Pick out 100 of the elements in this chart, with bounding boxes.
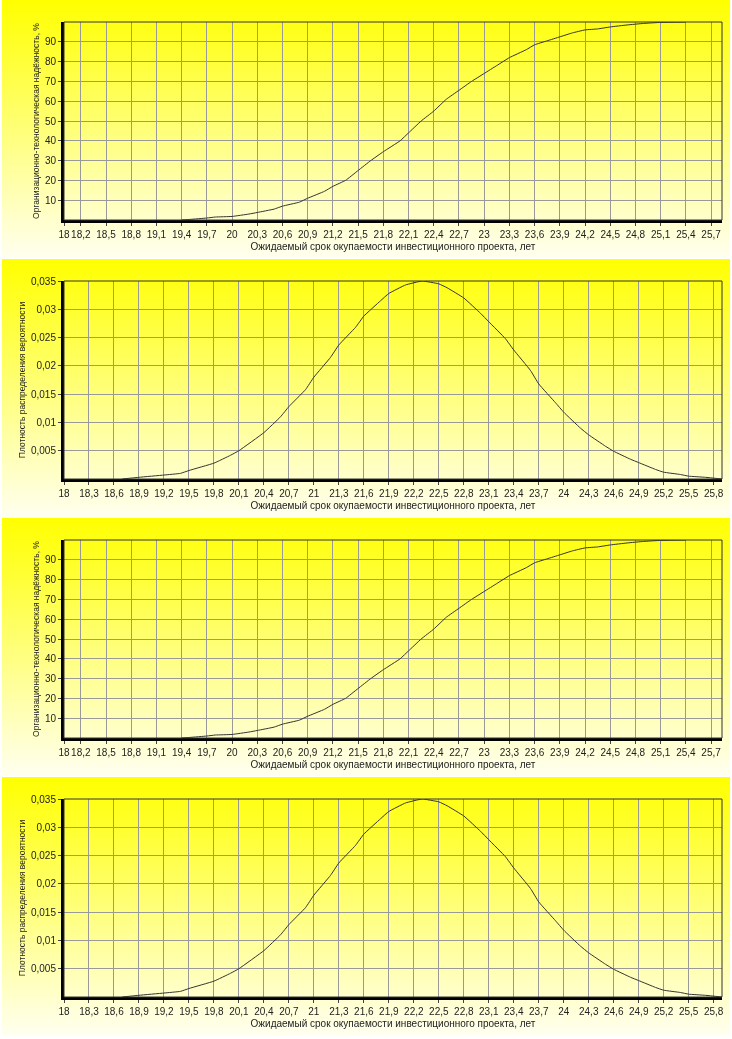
x-tick-label: 19,5 bbox=[179, 488, 200, 499]
y-tick-label: 40 bbox=[44, 135, 57, 147]
x-tick-label: 20,4 bbox=[254, 1006, 275, 1017]
x-tick-label: 19,8 bbox=[204, 488, 225, 499]
x-tick-label: 25,2 bbox=[653, 488, 674, 499]
x-tick-label: 18,3 bbox=[79, 1006, 100, 1017]
x-tick-label: 18 bbox=[58, 747, 70, 758]
x-tick-label: 25,7 bbox=[701, 229, 722, 240]
x-tick-label: 20,7 bbox=[279, 1006, 300, 1017]
y-tick-label: 0,035 bbox=[30, 793, 57, 805]
x-tick-label: 23 bbox=[478, 747, 491, 758]
x-tick-label: 19,7 bbox=[197, 229, 218, 240]
x-tick-label: 23,3 bbox=[499, 229, 520, 240]
y-tick-label: 0,03 bbox=[36, 303, 57, 315]
x-tick-label: 19,2 bbox=[154, 488, 175, 499]
x-tick-label: 19,4 bbox=[171, 747, 192, 758]
y-tick-label: 10 bbox=[44, 194, 57, 206]
x-tick-label: 22,4 bbox=[424, 747, 444, 758]
y-tick-label: 70 bbox=[44, 593, 57, 605]
x-tick-label: 23,3 bbox=[499, 747, 520, 758]
x-tick-label: 22,1 bbox=[398, 229, 419, 240]
y-tick-label: 30 bbox=[44, 673, 57, 685]
x-tick-label: 23 bbox=[478, 229, 491, 240]
x-tick-label: 20,3 bbox=[247, 229, 268, 240]
x-tick-label: 22,5 bbox=[429, 1006, 449, 1017]
x-axis-title: Ожидаемый срок окупаемости инвестиционного проекта, лет bbox=[250, 240, 536, 252]
x-tick-label: 19,5 bbox=[179, 1006, 200, 1017]
x-tick-label: 23,4 bbox=[504, 1006, 524, 1017]
y-tick-label: 0,01 bbox=[36, 416, 57, 428]
x-tick-label: 25,1 bbox=[650, 747, 671, 758]
x-tick-label: 21 bbox=[308, 488, 320, 499]
x-tick-label: 24,2 bbox=[575, 229, 596, 240]
y-tick-label: 50 bbox=[44, 115, 57, 127]
x-tick-label: 18 bbox=[58, 1006, 70, 1017]
y-tick-label: 80 bbox=[44, 56, 57, 68]
x-tick-label: 20,6 bbox=[272, 747, 293, 758]
y-axis-title: Организационно-технологическая надёжность, % bbox=[31, 22, 42, 219]
x-tick-label: 20,6 bbox=[272, 229, 293, 240]
x-tick-label: 18,2 bbox=[71, 747, 91, 758]
x-tick-label: 21,6 bbox=[354, 488, 375, 499]
x-tick-label: 18,2 bbox=[71, 229, 91, 240]
x-tick-label: 25,5 bbox=[678, 1006, 699, 1017]
x-tick-label: 18,8 bbox=[121, 229, 142, 240]
x-tick-label: 22,2 bbox=[404, 1006, 424, 1017]
x-tick-label: 22,4 bbox=[424, 229, 444, 240]
x-tick-label: 20,7 bbox=[279, 488, 300, 499]
y-tick-label: 70 bbox=[44, 75, 57, 87]
y-tick-label: 0,02 bbox=[36, 878, 57, 890]
x-tick-label: 21,9 bbox=[379, 488, 400, 499]
x-tick-label: 18,6 bbox=[104, 488, 125, 499]
x-tick-label: 18,6 bbox=[104, 1006, 125, 1017]
x-tick-label: 22,2 bbox=[404, 488, 424, 499]
x-tick-label: 23,7 bbox=[529, 1006, 549, 1017]
x-tick-label: 22,5 bbox=[429, 488, 449, 499]
x-tick-label: 18,9 bbox=[129, 488, 150, 499]
x-tick-label: 24,2 bbox=[575, 747, 596, 758]
y-tick-label: 60 bbox=[44, 613, 57, 625]
x-tick-label: 18 bbox=[58, 229, 70, 240]
x-tick-label: 24,3 bbox=[579, 488, 599, 499]
x-tick-label: 18,5 bbox=[96, 229, 117, 240]
x-tick-label: 20,1 bbox=[229, 1006, 250, 1017]
y-tick-label: 40 bbox=[44, 653, 57, 665]
x-tick-label: 21 bbox=[308, 1006, 320, 1017]
x-tick-label: 24,5 bbox=[600, 747, 621, 758]
y-tick-label: 90 bbox=[44, 554, 57, 566]
x-tick-label: 22,8 bbox=[454, 488, 474, 499]
x-tick-label: 21,8 bbox=[373, 229, 394, 240]
x-tick-label: 21,5 bbox=[348, 747, 369, 758]
y-tick-label: 0,015 bbox=[30, 388, 57, 400]
x-tick-label: 19,1 bbox=[146, 229, 167, 240]
y-tick-label: 90 bbox=[44, 36, 57, 48]
y-tick-label: 0,02 bbox=[36, 360, 57, 372]
x-tick-label: 19,1 bbox=[146, 747, 167, 758]
x-tick-label: 22,7 bbox=[449, 229, 470, 240]
x-tick-label: 21,6 bbox=[354, 1006, 375, 1017]
x-axis-title: Ожидаемый срок окупаемости инвестиционного проекта, лет bbox=[250, 1017, 536, 1029]
y-tick-label: 0,025 bbox=[30, 332, 57, 344]
y-tick-label: 0,005 bbox=[30, 963, 57, 975]
x-tick-label: 22,1 bbox=[398, 747, 419, 758]
y-tick-label: 60 bbox=[44, 95, 57, 107]
x-tick-label: 19,7 bbox=[197, 747, 218, 758]
x-tick-label: 20,9 bbox=[297, 229, 318, 240]
x-tick-label: 23,1 bbox=[479, 488, 499, 499]
y-axis-title: Организационно-технологическая надёжность, % bbox=[31, 540, 42, 737]
x-tick-label: 21,2 bbox=[323, 747, 344, 758]
y-axis-title: Плотность распределения вероятности bbox=[17, 819, 28, 977]
x-tick-label: 24,6 bbox=[603, 1006, 624, 1017]
x-tick-label: 25,5 bbox=[678, 488, 699, 499]
x-tick-label: 23,9 bbox=[550, 229, 570, 240]
x-tick-label: 21,3 bbox=[329, 488, 350, 499]
x-tick-label: 20,9 bbox=[297, 747, 318, 758]
x-tick-label: 25,8 bbox=[703, 488, 724, 499]
x-tick-label: 20 bbox=[226, 229, 239, 240]
x-axis-title: Ожидаемый срок окупаемости инвестиционного проекта, лет bbox=[250, 758, 536, 770]
x-tick-label: 22,8 bbox=[454, 1006, 474, 1017]
x-tick-label: 25,1 bbox=[650, 229, 671, 240]
x-tick-label: 23,4 bbox=[504, 488, 524, 499]
x-tick-label: 24,8 bbox=[625, 229, 646, 240]
x-tick-label: 18,5 bbox=[96, 747, 117, 758]
x-tick-label: 22,7 bbox=[449, 747, 470, 758]
